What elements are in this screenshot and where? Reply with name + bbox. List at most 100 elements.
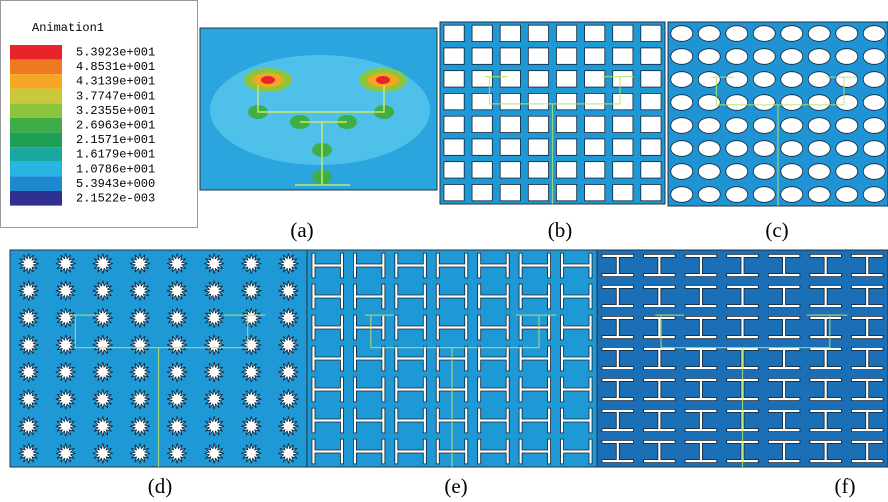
slot — [584, 93, 606, 111]
slot — [167, 416, 188, 437]
legend-label: 1.6179e+001 — [76, 148, 155, 162]
slot — [353, 283, 386, 310]
legend-label: 4.3139e+001 — [76, 75, 155, 89]
feed-line — [365, 314, 557, 467]
slot — [556, 161, 578, 179]
slot — [862, 163, 886, 180]
slot — [527, 93, 549, 111]
slot — [278, 253, 299, 274]
slot — [443, 184, 465, 202]
slot — [780, 48, 804, 65]
slot — [767, 346, 801, 371]
slot — [353, 252, 386, 279]
slot — [697, 94, 721, 111]
slot — [601, 439, 634, 464]
slot — [697, 71, 721, 88]
slot — [556, 115, 578, 133]
panel — [667, 21, 888, 207]
slot — [684, 253, 718, 278]
slot — [835, 140, 859, 157]
slot — [353, 345, 386, 372]
slot — [780, 71, 804, 88]
slot — [241, 280, 262, 301]
slot — [809, 284, 842, 309]
slot — [167, 443, 188, 464]
slot — [697, 25, 721, 42]
slot — [809, 253, 842, 278]
slot — [353, 438, 386, 465]
legend-label: 1.0786e+001 — [76, 162, 155, 176]
slot — [477, 345, 510, 372]
slot — [560, 345, 593, 372]
slot — [55, 307, 76, 328]
slot — [241, 389, 262, 410]
slot — [670, 186, 694, 203]
slot — [499, 161, 521, 179]
slot — [670, 71, 694, 88]
slot — [55, 253, 76, 274]
slot — [527, 115, 549, 133]
slot — [640, 184, 662, 202]
feed-line — [485, 76, 634, 204]
slot — [204, 443, 225, 464]
slot — [18, 334, 39, 355]
legend-title: Animation1 — [32, 21, 104, 35]
slot — [241, 362, 262, 383]
slot — [780, 94, 804, 111]
slot — [518, 283, 551, 310]
legend-label: 2.1571e+001 — [76, 133, 155, 147]
slot — [278, 307, 299, 328]
slot — [311, 376, 344, 403]
hotspot-peak — [261, 76, 275, 84]
slot — [241, 307, 262, 328]
slot — [518, 314, 551, 341]
slot — [499, 47, 521, 65]
slot — [241, 253, 262, 274]
slot — [435, 314, 469, 341]
panel — [9, 249, 308, 468]
slot — [204, 362, 225, 383]
slot — [640, 70, 662, 88]
panel — [439, 21, 666, 205]
slot — [204, 389, 225, 410]
slot — [394, 438, 427, 465]
slot — [684, 439, 718, 464]
slot — [767, 253, 801, 278]
slot — [807, 186, 831, 203]
slot — [780, 140, 804, 157]
slot — [862, 71, 886, 88]
slot — [767, 408, 801, 433]
slot — [725, 117, 749, 134]
slot — [471, 184, 493, 202]
slot — [518, 407, 551, 434]
hotspot-peak — [376, 76, 390, 84]
slot — [643, 315, 676, 340]
slot — [697, 48, 721, 65]
slot — [477, 314, 510, 341]
slot — [835, 163, 859, 180]
slot — [835, 186, 859, 203]
legend-swatch — [10, 88, 62, 104]
slot — [443, 47, 465, 65]
slot — [394, 345, 427, 372]
slot — [241, 416, 262, 437]
slot — [311, 438, 344, 465]
slot — [241, 443, 262, 464]
slot — [851, 439, 884, 464]
slot — [560, 407, 593, 434]
slot — [643, 284, 676, 309]
slot — [725, 163, 749, 180]
slot — [807, 94, 831, 111]
slot — [527, 70, 549, 88]
slot — [394, 252, 427, 279]
slot — [862, 117, 886, 134]
slot — [167, 280, 188, 301]
slot — [684, 346, 718, 371]
slot — [394, 283, 427, 310]
slot — [499, 93, 521, 111]
slot — [477, 376, 510, 403]
slot — [167, 307, 188, 328]
slot — [697, 186, 721, 203]
slot — [584, 47, 606, 65]
slot — [725, 71, 749, 88]
